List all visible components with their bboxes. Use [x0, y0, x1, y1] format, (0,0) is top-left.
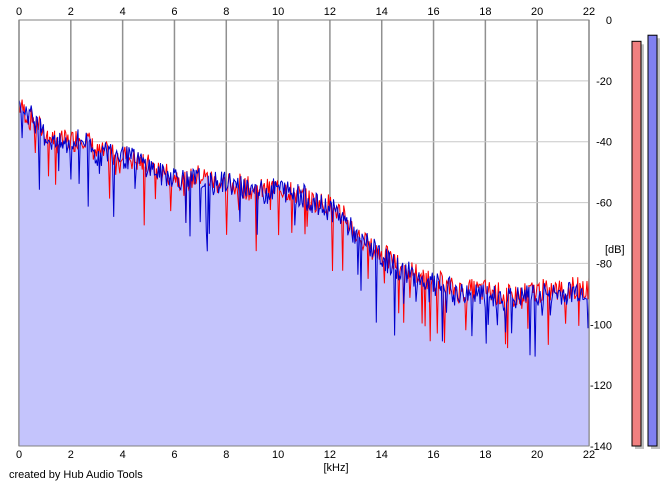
x-tick-label-top-2: 4: [120, 6, 126, 18]
y-tick-label-0: 0: [606, 15, 612, 27]
x-tick-label-bottom-3: 6: [171, 449, 177, 461]
x-axis-label: [kHz]: [323, 462, 348, 474]
y-tick-labels: 0 -20 -40 -60 -80 -100 -120 -140: [590, 15, 612, 453]
y-tick-label-2: -40: [596, 137, 612, 149]
x-tick-label-bottom-7: 14: [376, 449, 388, 461]
level-meter-0: [631, 40, 642, 447]
x-tick-label-bottom-1: 2: [68, 449, 74, 461]
y-tick-label-7: -140: [590, 441, 612, 453]
series-group: [18, 99, 590, 357]
x-tick-label-top-8: 16: [427, 6, 439, 18]
x-tick-label-bottom-5: 10: [272, 449, 284, 461]
y-tick-label-6: -120: [590, 380, 612, 392]
x-tick-label-top-9: 18: [479, 6, 491, 18]
x-tick-label-top-10: 20: [531, 6, 543, 18]
y-axis-label: [dB]: [605, 244, 625, 256]
x-tick-label-top-7: 14: [376, 6, 388, 18]
spectrum-fill-area: [19, 99, 589, 446]
y-tick-label-4: -80: [596, 258, 612, 270]
x-tick-label-bottom-0: 0: [16, 449, 22, 461]
x-tick-label-bottom-6: 12: [324, 449, 336, 461]
y-tick-label-1: -20: [596, 76, 612, 88]
series-line-1: [18, 100, 590, 357]
x-tick-label-top-5: 10: [272, 6, 284, 18]
y-tick-label-3: -60: [596, 198, 612, 210]
x-tick-label-bottom-9: 18: [479, 449, 491, 461]
x-tick-label-top-3: 6: [171, 6, 177, 18]
x-tick-label-top-6: 12: [324, 6, 336, 18]
level-meters: [631, 34, 660, 450]
x-tick-label-top-1: 2: [68, 6, 74, 18]
x-tick-label-bottom-11: 22: [583, 449, 595, 461]
plot-frame: [18, 19, 590, 447]
x-tick-label-top-0: 0: [16, 6, 22, 18]
y-tick-label-5: -100: [590, 319, 612, 331]
credit-text: created by Hub Audio Tools: [9, 469, 143, 481]
x-tick-label-bottom-4: 8: [223, 449, 229, 461]
x-tick-label-bottom-8: 16: [427, 449, 439, 461]
x-tick-label-top-11: 22: [583, 6, 595, 18]
x-tick-label-bottom-2: 4: [120, 449, 126, 461]
x-tick-label-bottom-10: 20: [531, 449, 543, 461]
x-tick-label-top-4: 8: [223, 6, 229, 18]
level-meter-1: [647, 34, 658, 447]
